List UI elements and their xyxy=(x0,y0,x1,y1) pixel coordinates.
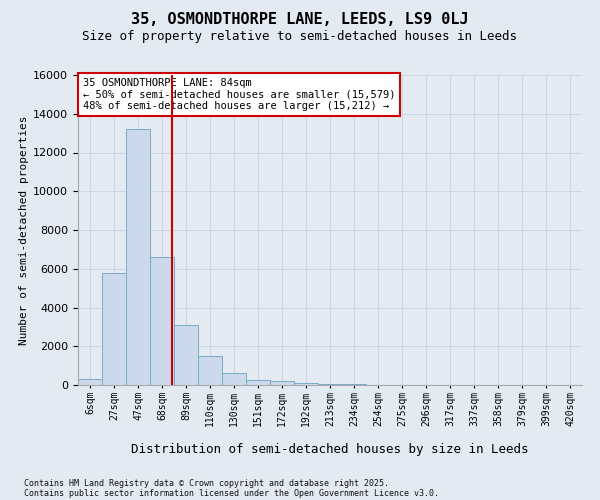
Text: Size of property relative to semi-detached houses in Leeds: Size of property relative to semi-detach… xyxy=(83,30,517,43)
Bar xyxy=(126,129,150,385)
Bar xyxy=(174,325,198,385)
Bar xyxy=(270,380,294,385)
Y-axis label: Number of semi-detached properties: Number of semi-detached properties xyxy=(19,116,29,345)
Bar xyxy=(150,257,174,385)
Bar xyxy=(342,384,366,385)
Bar xyxy=(78,379,102,385)
Bar xyxy=(318,384,342,385)
Bar xyxy=(102,272,126,385)
Text: 35 OSMONDTHORPE LANE: 84sqm
← 50% of semi-detached houses are smaller (15,579)
4: 35 OSMONDTHORPE LANE: 84sqm ← 50% of sem… xyxy=(83,78,395,112)
Bar xyxy=(198,356,222,385)
Text: Distribution of semi-detached houses by size in Leeds: Distribution of semi-detached houses by … xyxy=(131,442,529,456)
Bar xyxy=(222,374,246,385)
Bar xyxy=(246,380,270,385)
Bar xyxy=(294,383,318,385)
Text: 35, OSMONDTHORPE LANE, LEEDS, LS9 0LJ: 35, OSMONDTHORPE LANE, LEEDS, LS9 0LJ xyxy=(131,12,469,26)
Text: Contains HM Land Registry data © Crown copyright and database right 2025.
Contai: Contains HM Land Registry data © Crown c… xyxy=(24,479,439,498)
